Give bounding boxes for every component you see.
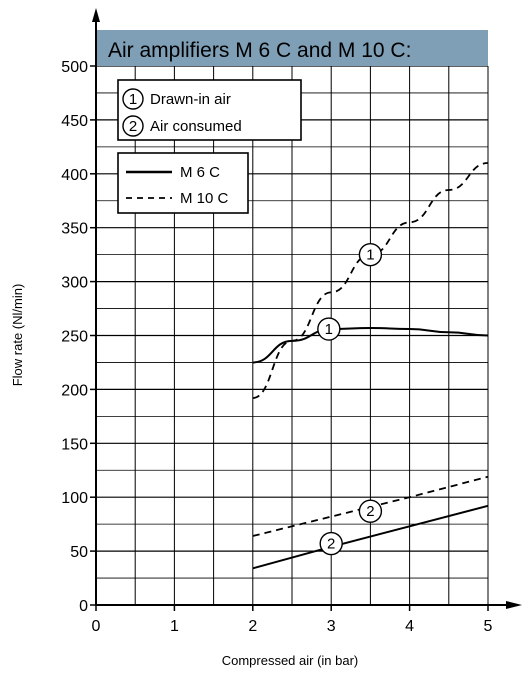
y-tick-500: 500	[61, 59, 88, 76]
x-tick-5: 5	[484, 618, 493, 635]
curve-legend: 1 Drawn-in air 2 Air consumed	[117, 79, 302, 141]
curve-marker-circle-1	[358, 242, 383, 267]
x-axis-arrow	[506, 601, 522, 609]
legend-marker-1	[122, 88, 144, 110]
style-legend: M 6 C M 10 C	[117, 152, 249, 214]
y-tick-350: 350	[61, 221, 88, 238]
y-tick-450: 450	[61, 113, 88, 130]
series	[252, 162, 489, 570]
y-tick-100: 100	[61, 490, 88, 507]
legend-marker-2-num: 2	[129, 118, 137, 135]
y-axis-arrow	[92, 8, 100, 22]
y-tick-300: 300	[61, 275, 88, 292]
curve-marker-num-2: 2	[327, 536, 335, 553]
y-axis-label: Flow rate (Nl/min)	[10, 284, 25, 387]
legend-drawn-in-air: Drawn-in air	[150, 91, 231, 108]
x-tick-2: 2	[248, 618, 257, 635]
curve-marker-num-0: 1	[325, 321, 333, 338]
curve-marker-num-3: 2	[366, 503, 374, 520]
legend-marker-1-num: 1	[129, 91, 137, 108]
x-axis-label: Compressed air (in bar)	[222, 653, 359, 668]
y-tick-0: 0	[79, 598, 88, 615]
chart-title: Air amplifiers M 6 C and M 10 C:	[108, 39, 411, 62]
y-tick-50: 50	[70, 544, 88, 561]
y-tick-200: 200	[61, 382, 88, 399]
curve-marker-circle-3	[358, 499, 383, 523]
series-m6c-curve-2	[252, 504, 489, 570]
curve-marker-circle-2	[319, 531, 343, 556]
legend-marker-2	[122, 115, 144, 137]
y-tick-150: 150	[61, 436, 88, 453]
curve-marker-circle-0	[317, 317, 341, 341]
grid	[96, 65, 489, 605]
y-tick-250: 250	[61, 329, 88, 346]
curve-markers: 1 1 2 2	[317, 242, 383, 556]
legend-m6c: M 6 C	[180, 164, 220, 181]
legend-air-consumed: Air consumed	[150, 118, 242, 135]
legend-m10c: M 10 C	[180, 190, 229, 207]
curve-marker-num-1: 1	[366, 247, 374, 264]
x-tick-0: 0	[92, 618, 101, 635]
y-tick-400: 400	[61, 167, 88, 184]
x-tick-4: 4	[405, 618, 414, 635]
x-tick-3: 3	[327, 618, 336, 635]
axes	[92, 8, 522, 609]
title-bar	[96, 30, 488, 66]
x-tick-1: 1	[170, 618, 179, 635]
